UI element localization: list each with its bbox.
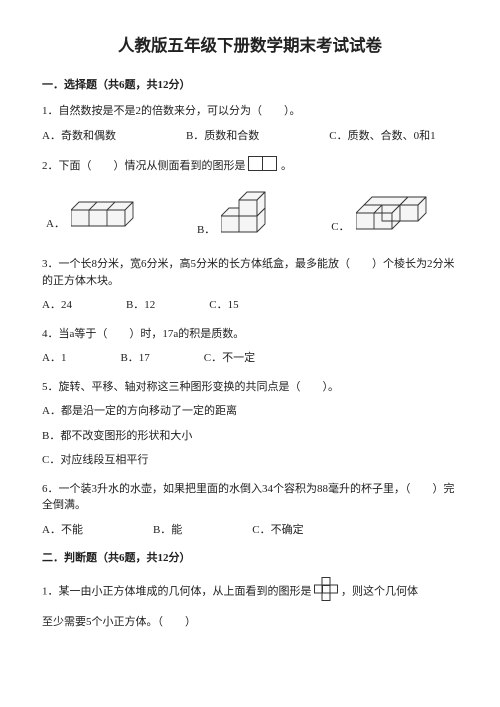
q5-opt-c: C．对应线段互相平行 <box>42 452 458 469</box>
q6-opt-b: B．能 <box>153 522 182 539</box>
top-view-shape-icon <box>314 577 338 607</box>
q4-opt-a: A．1 <box>42 350 66 367</box>
q1-text: 1．自然数按是不是2的倍数来分，可以分为（ ）。 <box>42 103 458 120</box>
q4-text: 4．当a等于（ ）时，17a的积是质数。 <box>42 326 458 343</box>
j1-line1: 1．某一由小正方体堆成的几何体，从上面看到的图形是 ，则这个几何体 <box>42 577 458 607</box>
page-title: 人教版五年级下册数学期末考试试卷 <box>42 34 458 59</box>
q3-opt-a: A．24 <box>42 297 72 314</box>
q2-options-row: A． B． <box>42 191 458 239</box>
q1-opt-a: A．奇数和偶数 <box>42 128 116 145</box>
q6-text: 6．一个装3升水的水壶，如果把里面的水倒入34个容积为88毫升的杯子里，（ ）完… <box>42 481 458 514</box>
question-2: 2．下面（ ）情况从侧面看到的图形是 。 A． <box>42 156 458 238</box>
q4-opt-b: B．17 <box>120 350 149 367</box>
q6-opt-a: A．不能 <box>42 522 83 539</box>
q3-opt-b: B．12 <box>126 297 155 314</box>
two-square-icon <box>248 156 278 177</box>
section-1-header: 一．选择题（共6题，共12分） <box>42 77 458 94</box>
q2-opt-b-label: B． <box>197 222 215 239</box>
q5-opt-b: B．都不改变图形的形状和大小 <box>42 428 458 445</box>
q1-opt-b: B．质数和合数 <box>186 128 259 145</box>
j1-prefix: 1．某一由小正方体堆成的几何体，从上面看到的图形是 <box>42 585 312 597</box>
q2-suffix: 。 <box>281 160 292 172</box>
q5-opt-a: A．都是沿一定的方向移动了一定的距离 <box>42 403 458 420</box>
q2-text: 2．下面（ ）情况从侧面看到的图形是 。 <box>42 156 458 177</box>
q2-prefix: 2．下面（ ）情况从侧面看到的图形是 <box>42 160 246 172</box>
question-6: 6．一个装3升水的水壶，如果把里面的水倒入34个容积为88毫升的杯子里，（ ）完… <box>42 481 458 539</box>
q6-opt-c: C．不确定 <box>252 522 303 539</box>
q5-text: 5．旋转、平移、轴对称这三种图形变换的共同点是（ ）。 <box>42 379 458 396</box>
q2-opt-a-label: A． <box>46 216 65 233</box>
judge-1: 1．某一由小正方体堆成的几何体，从上面看到的图形是 ，则这个几何体 至少需要5个… <box>42 577 458 631</box>
question-3: 3．一个长8分米，宽6分米，高5分米的长方体纸盒，最多能放（ ）个棱长为2分米的… <box>42 256 458 314</box>
question-5: 5．旋转、平移、轴对称这三种图形变换的共同点是（ ）。 A．都是沿一定的方向移动… <box>42 379 458 469</box>
q3-text: 3．一个长8分米，宽6分米，高5分米的长方体纸盒，最多能放（ ）个棱长为2分米的… <box>42 256 458 289</box>
q1-opt-c: C．质数、合数、0和1 <box>329 128 435 145</box>
cube-shape-c <box>356 194 428 236</box>
q3-opt-c: C．15 <box>209 297 238 314</box>
cube-shape-a <box>71 197 137 233</box>
question-4: 4．当a等于（ ）时，17a的积是质数。 A．1 B．17 C．不一定 <box>42 326 458 367</box>
j1-line2: 至少需要5个小正方体。（ ） <box>42 614 458 631</box>
q4-opt-c: C．不一定 <box>204 350 255 367</box>
section-2-header: 二．判断题（共6题，共12分） <box>42 550 458 567</box>
q2-opt-c-label: C． <box>331 219 349 236</box>
j1-suffix: ，则这个几何体 <box>341 585 418 597</box>
question-1: 1．自然数按是不是2的倍数来分，可以分为（ ）。 A．奇数和偶数 B．质数和合数… <box>42 103 458 144</box>
cube-shape-b <box>221 191 271 239</box>
